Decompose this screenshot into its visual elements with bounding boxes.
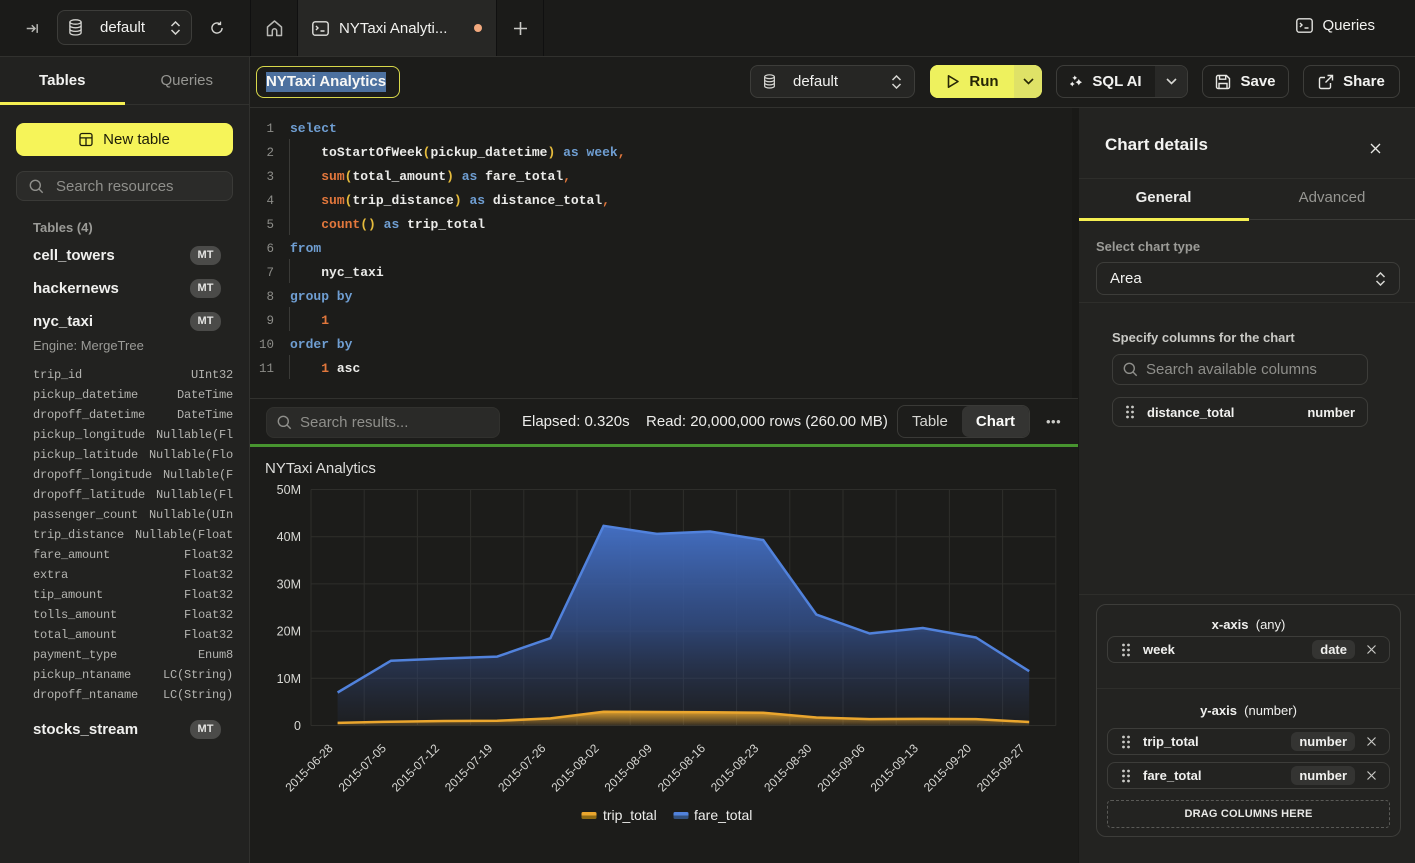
svg-text:2015-07-05: 2015-07-05 <box>336 741 390 795</box>
svg-text:2015-07-12: 2015-07-12 <box>389 741 443 795</box>
svg-text:fare_total: fare_total <box>694 807 752 823</box>
svg-text:2015-09-20: 2015-09-20 <box>921 741 975 795</box>
svg-text:2015-08-09: 2015-08-09 <box>602 741 656 795</box>
svg-text:2015-08-16: 2015-08-16 <box>655 741 709 795</box>
svg-text:2015-09-06: 2015-09-06 <box>814 741 868 795</box>
svg-text:2015-08-02: 2015-08-02 <box>548 741 602 795</box>
svg-text:2015-06-28: 2015-06-28 <box>282 741 336 795</box>
svg-text:2015-08-23: 2015-08-23 <box>708 741 762 795</box>
svg-text:trip_total: trip_total <box>603 807 657 823</box>
svg-text:NYTaxi Analytics: NYTaxi Analytics <box>265 460 376 477</box>
svg-text:2015-07-19: 2015-07-19 <box>442 741 496 795</box>
svg-text:2015-07-26: 2015-07-26 <box>495 741 549 795</box>
svg-text:20M: 20M <box>277 625 301 639</box>
svg-text:2015-09-27: 2015-09-27 <box>974 741 1028 795</box>
svg-text:10M: 10M <box>277 672 301 686</box>
svg-text:2015-08-30: 2015-08-30 <box>761 741 815 795</box>
svg-text:40M: 40M <box>277 530 301 544</box>
svg-text:30M: 30M <box>277 577 301 591</box>
svg-text:0: 0 <box>294 719 301 733</box>
svg-text:2015-09-13: 2015-09-13 <box>868 741 922 795</box>
svg-text:50M: 50M <box>277 483 301 497</box>
